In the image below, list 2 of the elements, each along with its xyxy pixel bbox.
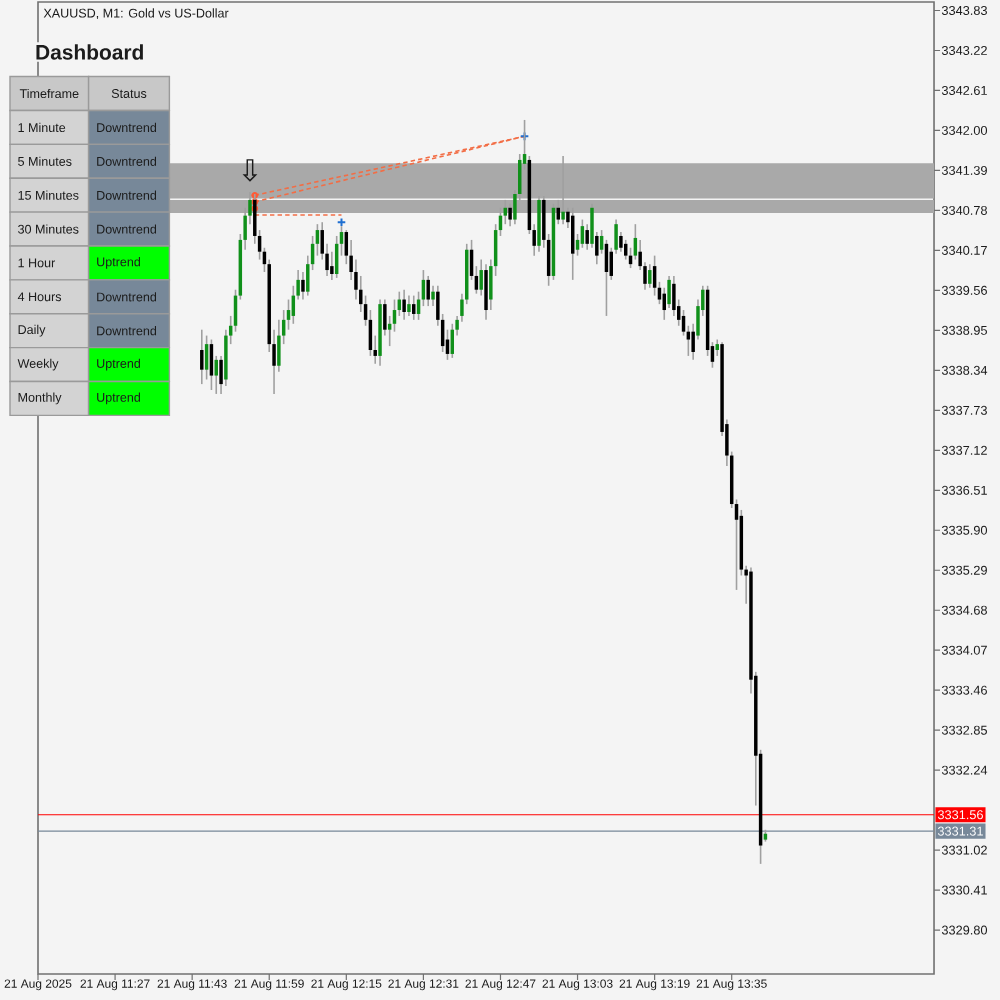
text: Dashboard (36, 44, 143, 60)
annotation: ⇩ (242, 159, 258, 182)
